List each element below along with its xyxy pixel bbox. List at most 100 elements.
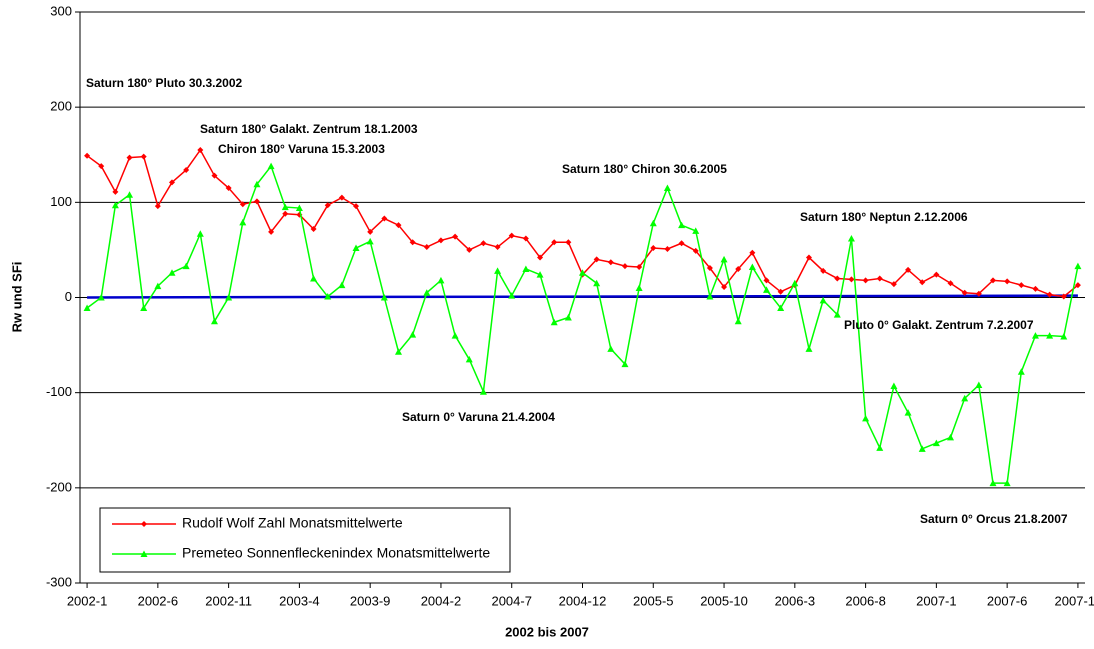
annotation: Saturn 0° Orcus 21.8.2007: [920, 512, 1068, 526]
point: [310, 225, 317, 232]
x-tick-label: 2003-9: [350, 593, 390, 608]
point: [621, 263, 628, 270]
point: [564, 313, 572, 321]
point: [522, 265, 530, 272]
point: [1004, 278, 1011, 285]
legend-box: [99, 507, 511, 573]
point: [763, 286, 771, 293]
point: [479, 388, 487, 395]
point: [621, 360, 629, 368]
point: [748, 263, 756, 271]
point: [607, 259, 614, 266]
point: [565, 239, 572, 246]
annotation: Chiron 180° Varuna 15.3.2003: [218, 142, 385, 156]
legend: Rudolf Wolf Zahl Monatsmittelwerte Premet…: [99, 507, 511, 573]
point: [394, 348, 402, 355]
annotation: Saturn 0° Varuna 21.4.2004: [402, 410, 555, 424]
point: [706, 293, 714, 300]
y-tick-label: -300: [46, 574, 72, 589]
annotation: Pluto 0° Galakt. Zentrum 7.2.2007: [844, 318, 1034, 332]
point: [268, 228, 275, 235]
y-tick-label: 100: [50, 194, 72, 209]
annotation: Saturn 180° Chiron 30.6.2005: [562, 162, 727, 176]
point: [338, 194, 345, 201]
point: [239, 218, 247, 226]
x-tick-label: 2007-1: [916, 593, 956, 608]
point: [961, 394, 969, 402]
point: [154, 282, 162, 290]
point: [692, 247, 699, 254]
point: [126, 154, 133, 161]
x-tick-label: 2005-5: [633, 593, 673, 608]
point: [451, 332, 459, 339]
x-tick-label: 2004-12: [559, 593, 607, 608]
point: [551, 239, 558, 246]
point: [126, 191, 134, 198]
point: [720, 255, 728, 263]
legend-label: Rudolf Wolf Zahl Monatsmittelwerte: [182, 515, 403, 531]
point: [734, 317, 742, 325]
point: [593, 279, 601, 287]
point: [961, 289, 968, 296]
point: [862, 414, 870, 422]
point: [862, 277, 869, 284]
point: [1003, 479, 1011, 487]
point: [819, 296, 827, 304]
point: [366, 237, 374, 245]
trend-line: [87, 294, 1078, 299]
point: [494, 244, 501, 251]
x-tick-label: 2004-2: [421, 593, 461, 608]
point: [904, 409, 912, 416]
point: [550, 318, 558, 326]
point: [1046, 332, 1054, 339]
point: [140, 153, 147, 160]
point: [791, 279, 799, 287]
annotation: Saturn 180° Pluto 30.3.2002: [86, 76, 243, 90]
point: [650, 245, 657, 252]
point: [735, 265, 742, 272]
x-tick-label: 2005-10: [700, 593, 748, 608]
point: [947, 280, 954, 287]
point: [692, 227, 700, 234]
x-tick-label: 2002-6: [138, 593, 178, 608]
point: [84, 152, 91, 159]
y-tick-label: -100: [46, 384, 72, 399]
point: [423, 244, 430, 251]
point: [663, 184, 671, 192]
point: [97, 294, 105, 301]
point: [183, 166, 190, 173]
point: [593, 256, 600, 263]
x-tick-label: 2003-4: [279, 593, 319, 608]
point: [678, 221, 686, 229]
x-axis-label: 2002 bis 2007: [505, 624, 589, 639]
point: [664, 245, 671, 252]
point: [876, 275, 883, 282]
point: [706, 264, 713, 271]
point: [890, 382, 898, 390]
point: [295, 204, 303, 212]
point: [395, 222, 402, 229]
point: [409, 239, 416, 246]
point: [989, 479, 997, 487]
x-tick-label: 2002-1: [67, 593, 107, 608]
point: [367, 228, 374, 235]
point: [324, 202, 331, 209]
point: [267, 162, 275, 170]
point: [380, 294, 388, 301]
point: [83, 304, 91, 311]
point: [749, 249, 756, 256]
point: [848, 276, 855, 283]
point: [1018, 282, 1025, 289]
point: [537, 254, 544, 261]
point: [140, 304, 148, 311]
point: [975, 381, 983, 389]
point: [918, 445, 926, 452]
point: [225, 294, 233, 301]
point: [919, 279, 926, 286]
point: [182, 262, 190, 270]
point: [1017, 368, 1025, 375]
point: [211, 172, 218, 179]
point: [338, 281, 346, 289]
point: [932, 439, 940, 447]
